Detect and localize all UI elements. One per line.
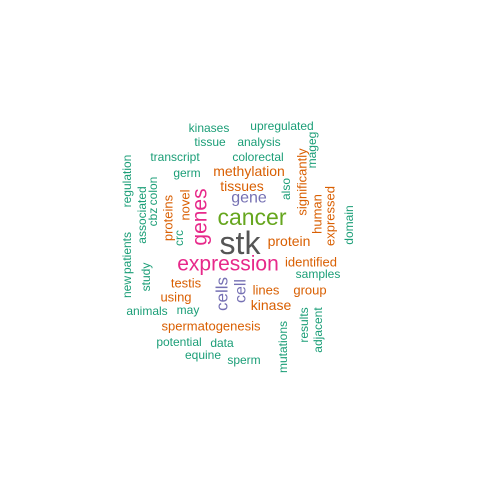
- word-potential: potential: [156, 335, 201, 349]
- word-significantly: significantly: [295, 148, 310, 216]
- word-may: may: [177, 303, 200, 317]
- word-cbz: cbz: [146, 208, 160, 227]
- word-lines: lines: [253, 283, 280, 298]
- word-novel: novel: [178, 189, 193, 220]
- word-colorectal: colorectal: [232, 150, 283, 164]
- word-transcript: transcript: [150, 150, 200, 164]
- word-kinases: kinases: [189, 121, 230, 135]
- word-colon: colon: [146, 177, 160, 206]
- word-also: also: [279, 178, 293, 200]
- word-data: data: [210, 336, 234, 350]
- word-samples: samples: [296, 267, 341, 281]
- word-methylation: methylation: [213, 163, 285, 179]
- word-mutations: mutations: [276, 321, 290, 373]
- word-cells: cells: [213, 277, 232, 311]
- word-identified: identified: [285, 255, 337, 270]
- word-results: results: [297, 307, 311, 342]
- word-cell: cell: [233, 279, 250, 303]
- word-expressed: expressed: [323, 186, 338, 246]
- word-expression: expression: [177, 253, 279, 276]
- word-sperm: sperm: [227, 353, 260, 367]
- word-spermatogenesis: spermatogenesis: [162, 319, 261, 334]
- word-adjacent: adjacent: [311, 307, 325, 353]
- word-proteins: proteins: [161, 194, 176, 241]
- word-tissues: tissues: [220, 178, 264, 194]
- word-stk: stk: [220, 225, 262, 261]
- word-animals: animals: [126, 304, 167, 318]
- word-cancer: cancer: [217, 204, 286, 230]
- word-testis: testis: [171, 276, 202, 291]
- word-mageg: mageg: [305, 132, 319, 169]
- word-study: study: [139, 263, 153, 292]
- word-germ: germ: [173, 166, 200, 180]
- word-patients: patients: [120, 232, 134, 274]
- word-human: human: [310, 194, 325, 234]
- word-crc: crc: [172, 230, 186, 246]
- word-equine: equine: [185, 348, 221, 362]
- word-genes: genes: [189, 188, 212, 245]
- word-protein: protein: [268, 233, 311, 249]
- word-domain: domain: [342, 205, 356, 244]
- word-using: using: [160, 290, 191, 305]
- word-group: group: [293, 283, 326, 298]
- word-associated: associated: [135, 186, 149, 243]
- word-new: new: [120, 276, 134, 298]
- word-tissue: tissue: [194, 135, 226, 149]
- word-gene: gene: [231, 190, 267, 207]
- word-kinase: kinase: [251, 297, 292, 313]
- word-analysis: analysis: [237, 135, 280, 149]
- word-upregulated: upregulated: [250, 119, 313, 133]
- word-regulation: regulation: [120, 155, 134, 208]
